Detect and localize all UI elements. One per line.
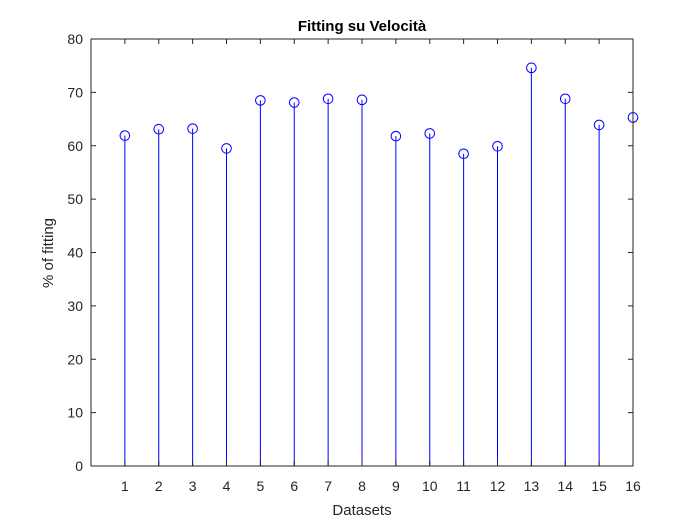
y-tick-label: 60 bbox=[67, 138, 83, 154]
y-tick-label: 20 bbox=[67, 351, 83, 367]
y-tick-label: 30 bbox=[67, 298, 83, 314]
x-tick-label: 9 bbox=[392, 478, 400, 494]
stem-marker bbox=[593, 119, 605, 131]
markers-group bbox=[119, 62, 639, 160]
stems-group bbox=[124, 67, 634, 466]
y-axis-label: % of fitting bbox=[40, 218, 57, 288]
stem-marker bbox=[288, 97, 300, 108]
x-tick-label: 1 bbox=[121, 478, 129, 494]
y-tick-label: 50 bbox=[67, 191, 83, 207]
x-tick-label: 15 bbox=[591, 478, 607, 494]
chart-title: Fitting su Velocità bbox=[298, 18, 427, 35]
stem-marker bbox=[526, 62, 537, 74]
stem-marker bbox=[255, 95, 266, 106]
x-tick-label: 10 bbox=[422, 478, 438, 494]
x-tick-label: 13 bbox=[524, 478, 540, 494]
x-tick-label: 11 bbox=[456, 478, 471, 494]
x-tick-label: 6 bbox=[290, 478, 298, 494]
stem-marker bbox=[153, 123, 165, 135]
x-tick-label: 3 bbox=[189, 478, 197, 494]
y-tick-label: 40 bbox=[67, 245, 83, 261]
stem-marker bbox=[322, 93, 334, 105]
x-axis-label: Datasets bbox=[332, 502, 391, 519]
y-tick-label: 10 bbox=[67, 405, 83, 421]
stem-marker bbox=[187, 123, 198, 134]
x-tick-label: 4 bbox=[223, 478, 231, 494]
x-tick-label: 5 bbox=[256, 478, 264, 494]
stem-marker bbox=[424, 128, 436, 139]
stem-marker bbox=[119, 130, 131, 141]
stem-marker bbox=[458, 148, 469, 160]
x-tick-label: 2 bbox=[155, 478, 163, 494]
stem-marker bbox=[390, 130, 402, 142]
y-tick-label: 0 bbox=[75, 458, 83, 474]
x-ticks-group: 1 2 3 4 5 6 7 8 9 10 11 12 13 14 15 16 bbox=[121, 39, 641, 494]
x-tick-label: 8 bbox=[358, 478, 366, 494]
x-tick-label: 7 bbox=[324, 478, 332, 494]
stem-marker bbox=[221, 143, 232, 154]
x-tick-label: 12 bbox=[490, 478, 506, 494]
x-tick-label: 16 bbox=[625, 478, 641, 494]
stem-marker bbox=[559, 93, 571, 105]
stem-marker bbox=[356, 94, 368, 106]
stem-marker bbox=[492, 140, 503, 152]
x-tick-label: 14 bbox=[557, 478, 573, 494]
y-ticks-group: 0 10 20 30 40 50 60 70 80 bbox=[67, 31, 633, 474]
y-tick-label: 70 bbox=[67, 84, 83, 100]
y-tick-label: 80 bbox=[67, 31, 83, 47]
